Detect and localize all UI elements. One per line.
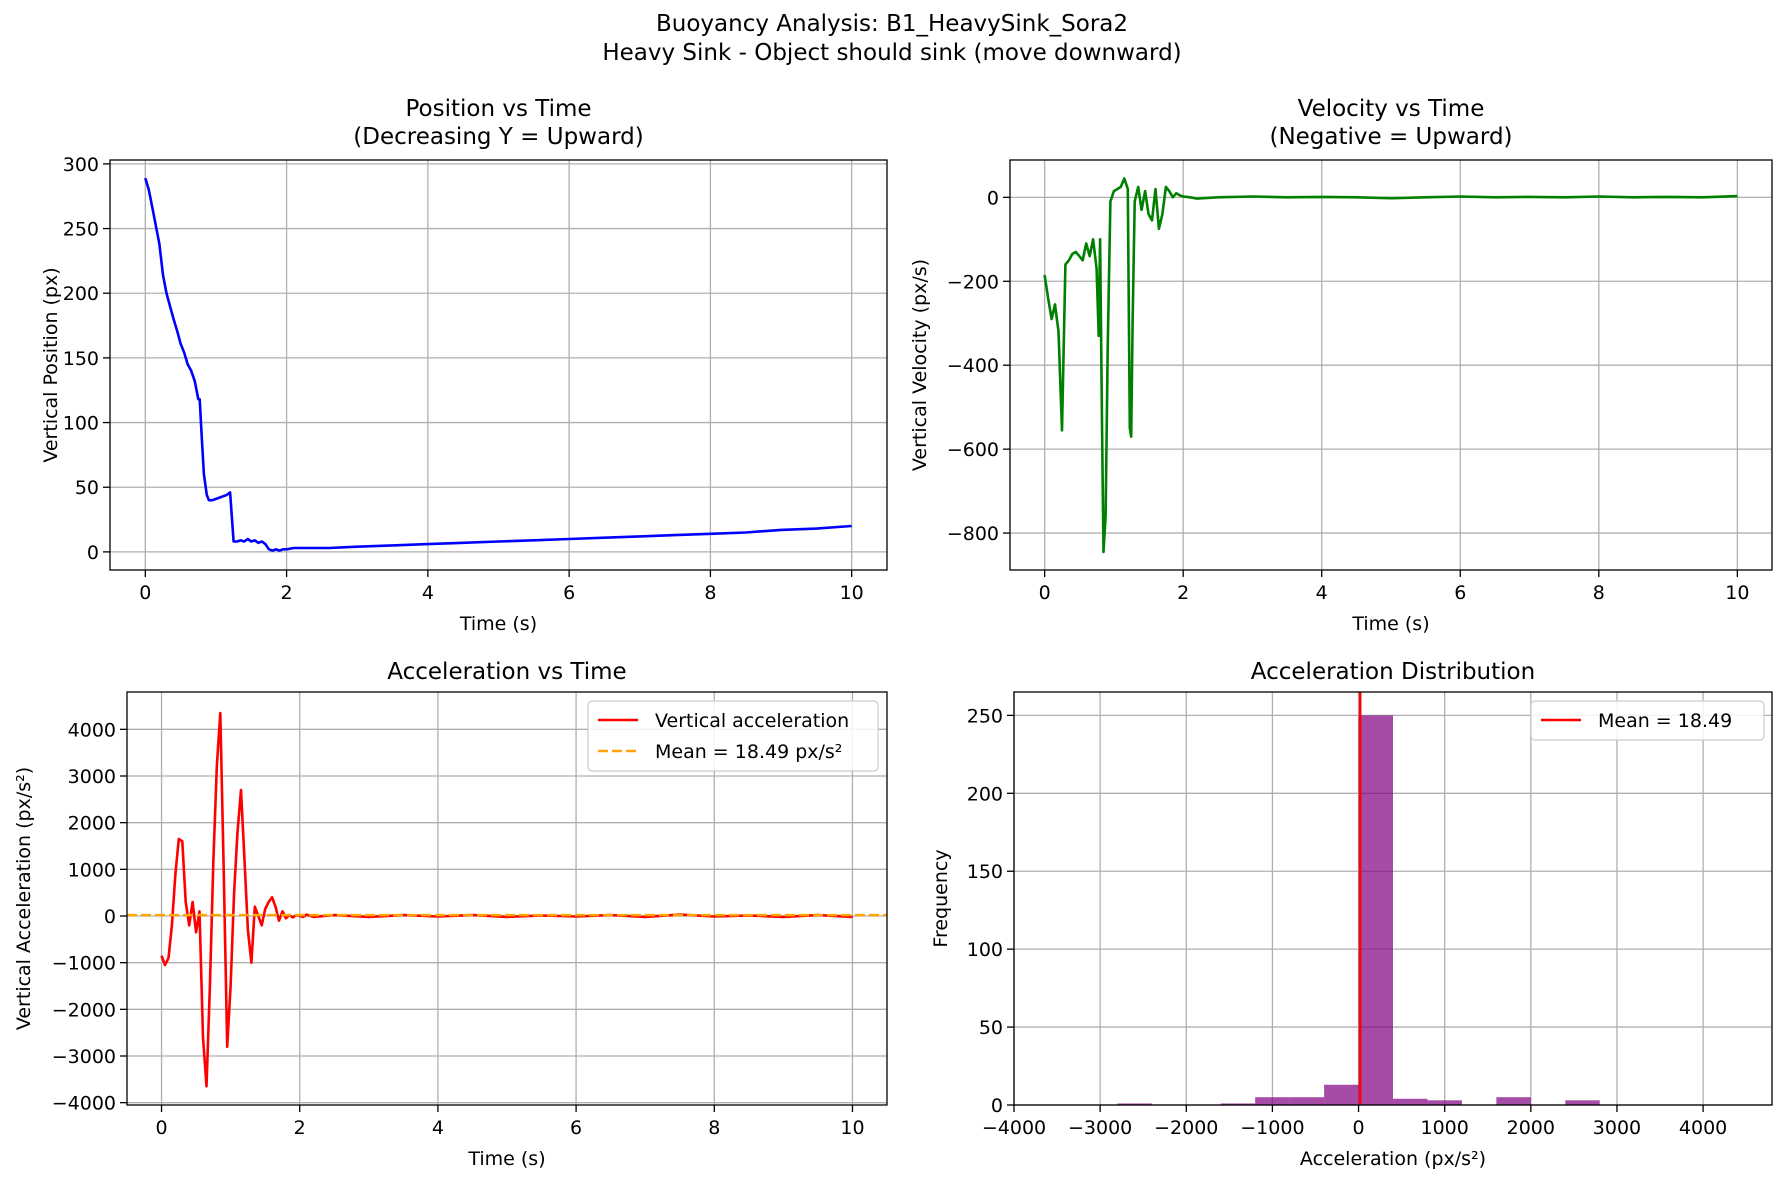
legend-frame xyxy=(587,700,879,772)
x-tick-label: 10 xyxy=(840,582,864,604)
legend-label-mean: Mean = 18.49 px/s² xyxy=(655,741,842,763)
x-axis-label: Time (s) xyxy=(1351,613,1429,635)
x-axis-label: Acceleration (px/s²) xyxy=(1300,1148,1486,1170)
x-tick-label: 6 xyxy=(1454,582,1466,604)
x-axis-label: Time (s) xyxy=(459,613,537,635)
x-tick-label: 8 xyxy=(704,582,716,604)
chart-title: Position vs Time xyxy=(405,96,591,122)
y-tick-label: 100 xyxy=(63,413,99,435)
y-tick-label: 250 xyxy=(63,219,99,241)
acceleration-chart: 0 2 4 6 8 10 −4000 −3000 −2000 −1000 0 1000 2000 3000… xyxy=(13,659,888,1170)
y-tick-label: −2000 xyxy=(52,999,116,1021)
y-tick-label: 50 xyxy=(979,1017,1003,1039)
y-tick-label: 0 xyxy=(987,187,999,209)
suptitle-line2: Heavy Sink - Object should sink (move do… xyxy=(602,40,1181,66)
y-tick-label: −400 xyxy=(947,355,999,377)
x-tick-label: 4000 xyxy=(1679,1117,1727,1139)
y-tick-label: 3000 xyxy=(68,766,116,788)
velocity-chart: 0 2 4 6 8 10 −800 −600 −400 −200 0 Velocity vs Time… xyxy=(909,96,1773,635)
histogram-bar xyxy=(1358,715,1393,1105)
x-tick-label: −2000 xyxy=(1154,1117,1218,1139)
x-tick-label: 1000 xyxy=(1421,1117,1469,1139)
y-axis-label: Vertical Position (px) xyxy=(40,267,62,462)
x-tick-label: 2 xyxy=(281,582,293,604)
y-tick-label: 200 xyxy=(63,283,99,305)
histogram-bar xyxy=(1496,1097,1531,1105)
x-tick-label: 4 xyxy=(432,1117,444,1139)
chart-subtitle: (Decreasing Y = Upward) xyxy=(353,124,643,150)
legend-label-acceleration: Vertical acceleration xyxy=(655,710,849,732)
y-tick-label: 150 xyxy=(63,348,99,370)
legend: Mean = 18.49 xyxy=(1530,700,1765,741)
series-line-vertical-acceleration xyxy=(160,711,853,1088)
y-tick-label: −1000 xyxy=(52,953,116,975)
y-tick-label: −200 xyxy=(947,271,999,293)
y-tick-label: 50 xyxy=(75,477,99,499)
x-axis-label: Time (s) xyxy=(467,1148,545,1170)
chart-title: Acceleration vs Time xyxy=(387,659,626,685)
y-axis-label: Vertical Velocity (px/s) xyxy=(909,259,931,471)
legend: Vertical acceleration Mean = 18.49 px/s² xyxy=(587,700,879,772)
y-tick-label: 1000 xyxy=(68,859,116,881)
x-tick-label: 2000 xyxy=(1507,1117,1555,1139)
x-tick-label: 0 xyxy=(1039,582,1051,604)
y-tick-label: 300 xyxy=(63,154,99,176)
y-axis-label: Frequency xyxy=(930,849,952,947)
legend-label-mean: Mean = 18.49 xyxy=(1598,710,1732,732)
x-tick-label: −4000 xyxy=(982,1117,1046,1139)
y-tick-label: −4000 xyxy=(52,1093,116,1115)
y-tick-label: 100 xyxy=(967,939,1003,961)
chart-title: Velocity vs Time xyxy=(1298,96,1485,122)
histogram-bar xyxy=(1427,1100,1462,1105)
x-tick-label: 4 xyxy=(422,582,434,604)
series-line-position xyxy=(144,177,852,552)
chart-subtitle: (Negative = Upward) xyxy=(1269,124,1512,150)
histogram-bar xyxy=(1255,1097,1290,1105)
x-tick-label: 8 xyxy=(1593,582,1605,604)
x-tick-label: 6 xyxy=(563,582,575,604)
y-tick-label: 150 xyxy=(967,861,1003,883)
x-tick-label: −1000 xyxy=(1240,1117,1304,1139)
y-tick-label: −600 xyxy=(947,439,999,461)
x-tick-label: 10 xyxy=(1725,582,1749,604)
x-tick-label: 8 xyxy=(708,1117,720,1139)
x-tick-label: 10 xyxy=(840,1117,864,1139)
x-tick-label: 2 xyxy=(294,1117,306,1139)
y-tick-label: 200 xyxy=(967,783,1003,805)
histogram-bar xyxy=(1117,1103,1152,1105)
legend-frame xyxy=(1530,700,1765,741)
x-tick-label: −3000 xyxy=(1068,1117,1132,1139)
histogram-bar xyxy=(1324,1084,1359,1105)
y-tick-label: −800 xyxy=(947,523,999,545)
histogram-bar xyxy=(1289,1097,1325,1105)
axes-frame xyxy=(126,691,888,1106)
x-tick-label: 4 xyxy=(1316,582,1328,604)
y-tick-label: 0 xyxy=(991,1095,1003,1117)
y-tick-label: −3000 xyxy=(52,1046,116,1068)
y-axis-label: Vertical Acceleration (px/s²) xyxy=(13,767,35,1030)
x-tick-label: 6 xyxy=(570,1117,582,1139)
axes-frame xyxy=(109,159,888,571)
acceleration-distribution-chart: −4000 −3000 −2000 −1000 0 1000 2000 3000 4000 0 50… xyxy=(930,659,1773,1170)
y-tick-label: 2000 xyxy=(68,813,116,835)
histogram-bar xyxy=(1220,1103,1256,1105)
y-tick-label: 0 xyxy=(87,542,99,564)
series-line-velocity xyxy=(1043,177,1738,554)
x-tick-label: 0 xyxy=(1352,1117,1364,1139)
x-tick-label: 0 xyxy=(155,1117,167,1139)
x-tick-label: 3000 xyxy=(1593,1117,1641,1139)
histogram-bar xyxy=(1393,1098,1428,1105)
chart-title: Acceleration Distribution xyxy=(1251,659,1535,685)
y-tick-label: 4000 xyxy=(68,719,116,741)
y-tick-label: 0 xyxy=(104,906,116,928)
x-tick-label: 0 xyxy=(139,582,151,604)
y-tick-label: 250 xyxy=(967,705,1003,727)
x-tick-label: 2 xyxy=(1177,582,1189,604)
histogram-bar xyxy=(1565,1100,1600,1105)
suptitle-line1: Buoyancy Analysis: B1_HeavySink_Sora2 xyxy=(656,11,1128,37)
axes-frame xyxy=(1013,691,1773,1106)
